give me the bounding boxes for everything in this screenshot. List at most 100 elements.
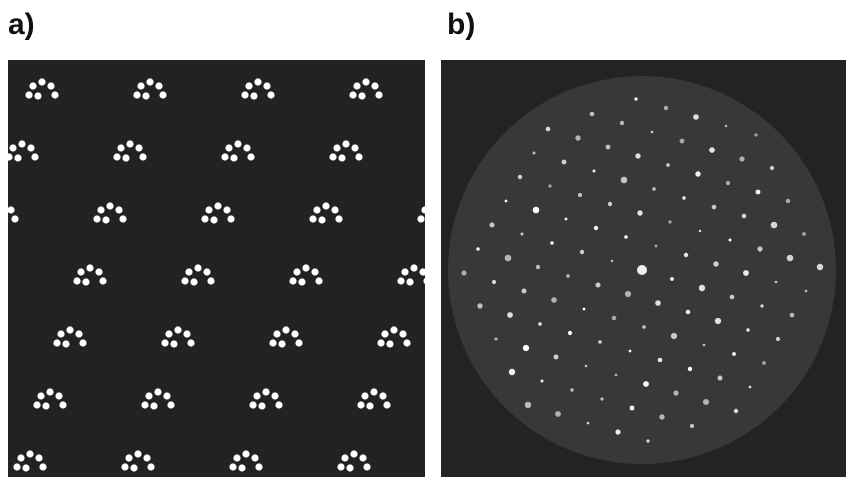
diffraction-spot <box>690 424 694 428</box>
motif-dot <box>155 82 163 90</box>
motif-dot <box>121 463 129 471</box>
motif-dot <box>423 278 425 284</box>
diffraction-spot <box>555 411 561 417</box>
motif-dot <box>275 401 283 409</box>
diffraction-spot <box>733 408 739 414</box>
motif-dot <box>262 388 270 396</box>
motif-dot <box>295 339 303 347</box>
motif-dot <box>9 144 17 152</box>
diffraction-spot <box>666 163 670 167</box>
diffraction-spot <box>624 235 628 239</box>
motif-dot <box>145 392 153 400</box>
diffraction-spot <box>567 330 573 336</box>
motif-dot <box>362 78 370 86</box>
motif-dot <box>371 82 379 90</box>
motif-dot <box>57 330 65 338</box>
panel-b-label: b) <box>447 8 476 41</box>
motif-dot <box>187 339 195 347</box>
diffraction-spot <box>770 221 778 229</box>
motif-dot <box>51 91 59 99</box>
diffraction-spot <box>786 254 794 262</box>
motif-dot <box>163 392 171 400</box>
diffraction-spot <box>579 249 585 255</box>
motif-dot <box>139 153 147 161</box>
diffraction-spot <box>698 284 706 292</box>
diffraction-spot <box>725 180 731 186</box>
diffraction-spot <box>728 238 732 242</box>
motif-dot <box>311 268 319 276</box>
diffraction-spot <box>532 151 536 155</box>
diffraction-spot <box>775 336 781 342</box>
diffraction-spot <box>709 147 715 153</box>
motif-dot <box>17 454 25 462</box>
diffraction-spot <box>561 159 567 165</box>
diffraction-spot <box>628 349 632 353</box>
diffraction-spot <box>605 144 611 150</box>
diffraction-spot <box>592 169 596 173</box>
diffraction-spot <box>520 232 524 236</box>
diffraction-spot <box>548 184 552 188</box>
motif-dot <box>258 402 266 410</box>
motif-dot <box>135 144 143 152</box>
motif-dot <box>183 330 191 338</box>
motif-dot <box>342 140 350 148</box>
diffraction-spot <box>714 317 722 325</box>
motif-dot <box>403 339 411 347</box>
motif-dot <box>117 144 125 152</box>
motif-dot <box>278 340 286 348</box>
diffraction-spot <box>746 328 750 332</box>
motif-dot <box>141 401 149 409</box>
diffraction-spot <box>551 297 557 303</box>
motif-dot <box>134 450 142 458</box>
motif-dot <box>249 401 257 409</box>
motif-dot <box>245 82 253 90</box>
motif-dot <box>247 153 255 161</box>
motif-dot <box>174 326 182 334</box>
motif-dot <box>150 402 158 410</box>
motif-dot <box>170 340 178 348</box>
motif-dot <box>8 153 13 161</box>
diffraction-spot <box>566 274 570 278</box>
diffraction-spot <box>804 289 808 293</box>
panel-a-image <box>8 60 425 477</box>
motif-dot <box>106 202 114 210</box>
motif-dot <box>8 206 15 214</box>
motif-dot <box>190 278 198 286</box>
motif-dot <box>102 216 110 224</box>
motif-dot <box>99 277 107 285</box>
diffraction-spot <box>769 165 775 171</box>
diffraction-spot <box>570 388 574 392</box>
diffraction-spot <box>522 344 530 352</box>
diffraction-spot <box>517 174 523 180</box>
motif-dot <box>227 215 235 223</box>
diffraction-spot <box>600 397 604 401</box>
motif-dot <box>159 91 167 99</box>
motif-dot <box>361 392 369 400</box>
motif-dot <box>238 464 246 472</box>
diffraction-spot <box>507 312 513 318</box>
diffraction-spot <box>743 270 749 276</box>
diffraction-spot <box>679 138 685 144</box>
diffraction-spot <box>637 210 643 216</box>
diffraction-spot <box>657 357 663 363</box>
motif-dot <box>318 216 326 224</box>
motif-dot <box>14 154 22 162</box>
motif-dot <box>31 153 39 161</box>
diffraction-spot <box>598 340 602 344</box>
diffraction-spot <box>785 198 791 204</box>
motif-dot <box>253 392 261 400</box>
diffraction-spot <box>695 171 701 177</box>
diffraction-spot <box>504 254 512 262</box>
diffraction-spot <box>654 244 658 248</box>
motif-dot <box>341 454 349 462</box>
diffraction-spot <box>575 135 581 141</box>
diffraction-spot <box>607 201 613 207</box>
diffraction-spot <box>593 225 599 231</box>
motif-dot <box>358 92 366 100</box>
motif-dot <box>254 78 262 86</box>
diffraction-spot <box>634 97 638 101</box>
motif-dot <box>255 463 263 471</box>
motif-dot <box>241 91 249 99</box>
motif-dot <box>33 401 41 409</box>
motif-dot <box>47 82 55 90</box>
